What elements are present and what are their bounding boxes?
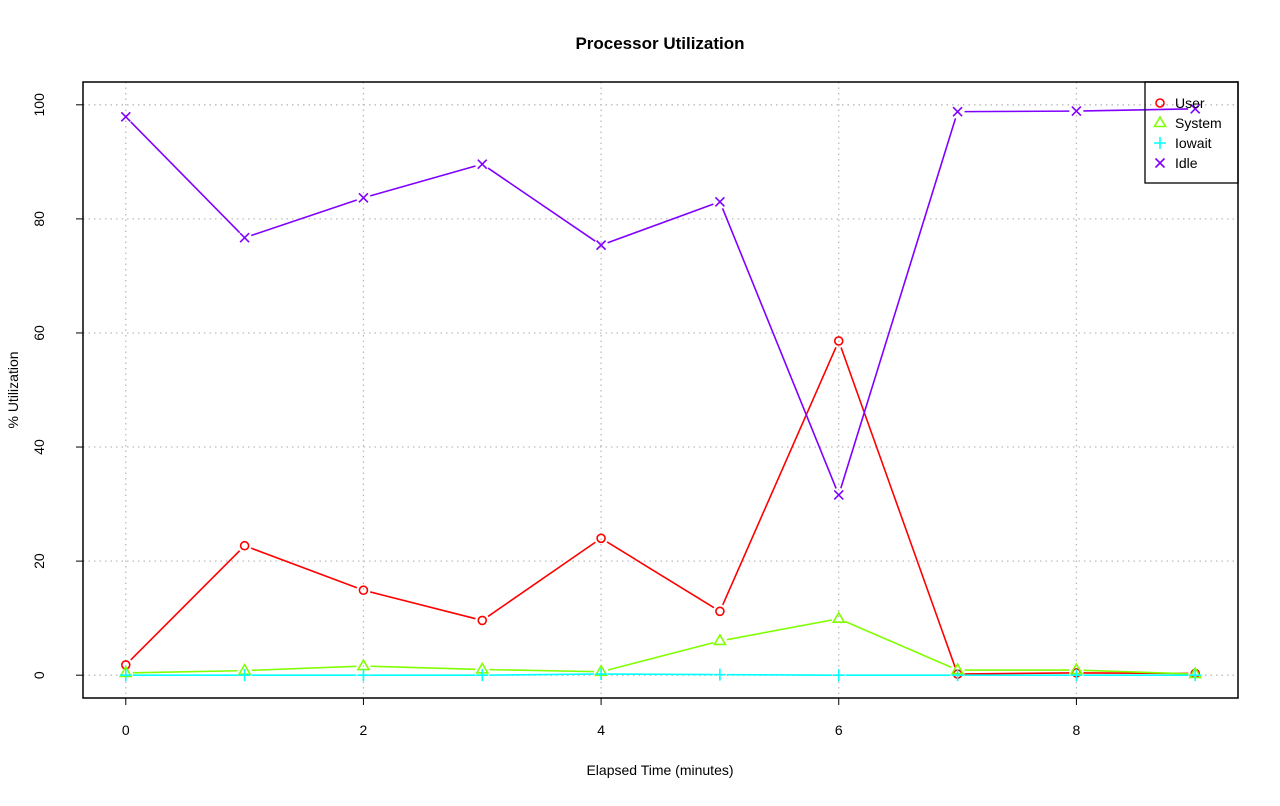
- y-tick-label: 100: [31, 93, 47, 117]
- line-segment-system: [489, 668, 595, 673]
- data-point-idle: [239, 232, 250, 243]
- line-segment-user: [721, 347, 837, 606]
- data-point-idle: [477, 159, 488, 170]
- line-segment-idle: [369, 165, 476, 197]
- legend-marker-iowait: [1154, 137, 1166, 149]
- data-point-idle: [596, 240, 607, 251]
- line-segment-idle: [250, 199, 358, 237]
- data-point-user: [477, 615, 488, 626]
- line-segment-system: [132, 669, 238, 674]
- legend: User System Iowait Idle: [1144, 81, 1239, 184]
- line-segment-idle: [721, 207, 837, 489]
- x-axis-label: Elapsed Time (minutes): [586, 762, 733, 778]
- data-point-iowait: [1189, 669, 1202, 682]
- data-point-iowait: [238, 669, 251, 682]
- chart-title: Processor Utilization: [575, 34, 744, 53]
- series-group: [118, 103, 1203, 682]
- data-point-iowait: [713, 668, 726, 681]
- line-segment-idle: [607, 203, 714, 244]
- line-segment-idle: [130, 121, 241, 234]
- line-segment-system: [370, 665, 476, 671]
- y-tick-label: 60: [31, 325, 47, 341]
- legend-marker-idle: [1154, 157, 1166, 169]
- data-point-iowait: [476, 669, 489, 682]
- series-user: [120, 336, 1201, 679]
- line-segment-user: [606, 541, 715, 609]
- data-point-iowait: [951, 669, 964, 682]
- series-system: [118, 611, 1203, 679]
- data-point-iowait: [832, 669, 845, 682]
- data-point-system: [831, 611, 846, 624]
- legend-marker-user: [1155, 98, 1165, 108]
- data-point-user: [596, 533, 606, 544]
- line-segment-system: [844, 620, 952, 669]
- data-point-idle: [1071, 106, 1082, 117]
- x-tick-label: 4: [597, 722, 605, 738]
- legend-label-system: System: [1175, 115, 1222, 131]
- y-tick-label: 0: [31, 671, 47, 679]
- line-segment-system: [726, 619, 833, 641]
- data-point-idle: [833, 489, 844, 501]
- series-iowait: [119, 668, 1202, 682]
- line-segment-idle: [964, 110, 1070, 113]
- line-segment-idle: [487, 167, 596, 242]
- data-point-user: [358, 585, 369, 596]
- line-segment-iowait: [489, 673, 595, 676]
- line-segment-system: [251, 665, 357, 672]
- x-tick-label: 6: [835, 722, 843, 738]
- line-segment-iowait: [608, 673, 713, 676]
- line-segment-user: [130, 550, 241, 661]
- x-tick-label: 2: [360, 722, 368, 738]
- data-point-idle: [358, 192, 369, 203]
- data-point-idle: [1190, 103, 1201, 114]
- data-point-idle: [952, 106, 963, 117]
- line-segment-user: [840, 347, 956, 668]
- series-idle: [120, 103, 1201, 501]
- data-point-user: [239, 540, 250, 551]
- data-point-system: [356, 658, 371, 671]
- legend-box: [1144, 81, 1239, 184]
- legend-label-idle: Idle: [1175, 155, 1198, 171]
- line-segment-idle: [1083, 108, 1189, 112]
- data-point-iowait: [1070, 669, 1083, 682]
- line-segment-user: [964, 672, 1070, 675]
- data-point-system: [713, 633, 727, 646]
- line-segment-system: [607, 641, 714, 671]
- data-point-user: [833, 336, 844, 346]
- x-tick-label: 8: [1072, 722, 1080, 738]
- line-segment-user: [487, 541, 596, 618]
- grid: [83, 82, 1238, 698]
- data-point-user: [715, 606, 725, 617]
- legend-marker-system: [1153, 115, 1167, 128]
- line-segment-user: [250, 547, 358, 589]
- legend-label-user: User: [1175, 95, 1205, 111]
- x-tick-label: 0: [122, 722, 130, 738]
- line-segment-iowait: [726, 673, 832, 676]
- data-point-iowait: [357, 669, 370, 682]
- data-point-user: [120, 660, 131, 670]
- plot-frame: [82, 81, 1239, 699]
- y-axis-label: % Utilization: [5, 351, 21, 428]
- line-segment-system: [1083, 669, 1189, 675]
- line-segment-user: [370, 591, 476, 620]
- legend-label-iowait: Iowait: [1175, 135, 1212, 151]
- line-segment-idle: [840, 118, 957, 489]
- y-tick-label: 40: [31, 439, 47, 455]
- data-point-idle: [714, 196, 725, 207]
- data-point-idle: [120, 111, 131, 122]
- data-point-iowait: [595, 668, 608, 681]
- y-tick-label: 20: [31, 553, 47, 569]
- data-point-iowait: [119, 669, 132, 682]
- y-tick-label: 80: [31, 211, 47, 227]
